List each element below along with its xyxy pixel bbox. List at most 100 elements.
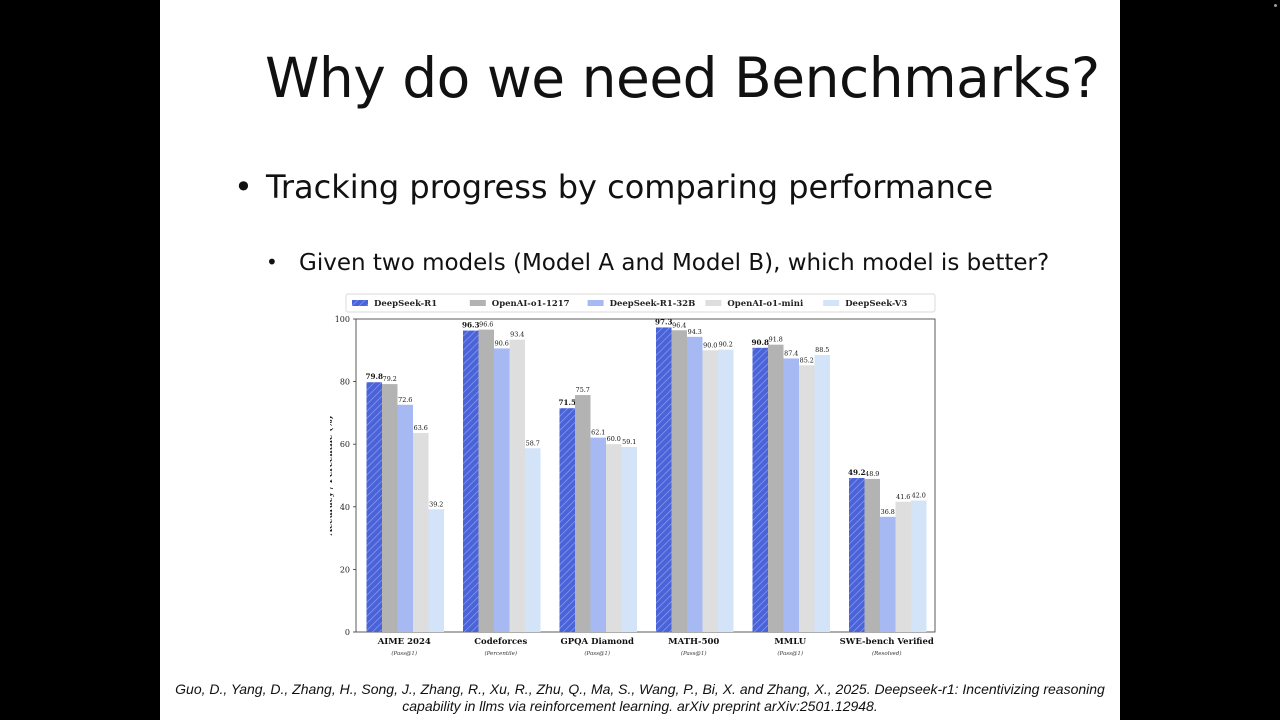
- bullet-text: Given two models (Model A and Model B), …: [299, 250, 1050, 276]
- x-category-sublabel: (Resolved): [872, 650, 901, 657]
- citation-line-1: Guo, D., Yang, D., Zhang, H., Song, J., …: [175, 681, 1105, 697]
- bar: [559, 408, 575, 632]
- bar-value-label: 39.2: [429, 500, 443, 508]
- bar-value-label: 91.8: [769, 336, 783, 344]
- bar-value-label: 85.2: [800, 356, 814, 364]
- bar: [525, 448, 541, 632]
- bar-value-label: 71.5: [558, 398, 576, 407]
- citation-line-2: capability in llms via reinforcement lea…: [402, 698, 878, 714]
- bar: [494, 348, 510, 632]
- legend-swatch: [587, 300, 604, 306]
- bar-value-label: 36.8: [881, 508, 895, 516]
- bar-value-label: 96.4: [672, 321, 686, 329]
- bar-value-label: 96.3: [462, 321, 480, 330]
- bar-value-label: 94.3: [688, 328, 702, 336]
- bar: [413, 432, 429, 632]
- y-tick-label: 60: [340, 440, 350, 449]
- bar: [895, 501, 911, 632]
- plot-frame: [355, 318, 936, 633]
- bar: [366, 382, 382, 632]
- legend-swatch: [705, 300, 722, 306]
- bar: [590, 437, 606, 632]
- bar: [799, 365, 815, 632]
- bar: [382, 384, 398, 632]
- x-category-label: MMLU: [774, 637, 806, 647]
- bar-value-label: 97.3: [655, 317, 673, 326]
- y-tick-label: 80: [340, 378, 350, 387]
- bar: [621, 447, 637, 632]
- bar: [911, 500, 927, 632]
- bar-value-label: 79.2: [383, 375, 397, 383]
- bar: [768, 344, 784, 632]
- y-axis-label: Accuracy / Percentile (%): [330, 416, 335, 537]
- bullet-dot: •: [234, 168, 253, 206]
- bar: [509, 339, 525, 632]
- legend-swatch: [823, 300, 840, 306]
- bar-value-label: 48.9: [865, 470, 879, 478]
- x-category-sublabel: (Percentile): [485, 650, 518, 657]
- bar-value-label: 72.6: [398, 396, 412, 404]
- bar-value-label: 60.0: [607, 435, 621, 443]
- bar-value-label: 63.6: [414, 424, 428, 432]
- bar-value-label: 58.7: [526, 439, 540, 447]
- legend-box: [345, 293, 936, 313]
- x-category-sublabel: (Pass@1): [584, 650, 610, 657]
- bar: [656, 327, 672, 632]
- bar: [606, 444, 622, 632]
- bar-value-label: 49.2: [848, 468, 866, 477]
- legend-label: OpenAI-o1-mini: [727, 299, 804, 309]
- x-category-label: Codeforces: [474, 637, 527, 647]
- bar-value-label: 62.1: [591, 429, 605, 437]
- bar: [671, 330, 687, 632]
- bar-value-label: 87.4: [784, 349, 798, 357]
- bar-value-label: 88.5: [815, 346, 829, 354]
- bar-value-label: 90.8: [751, 338, 769, 347]
- bar: [814, 354, 830, 632]
- y-tick-label: 0: [345, 628, 350, 637]
- legend-label: OpenAI-o1-1217: [492, 299, 570, 309]
- bar: [428, 509, 444, 632]
- bar-value-label: 96.6: [479, 321, 493, 329]
- bar-value-label: 93.4: [510, 331, 524, 339]
- y-tick-label: 20: [340, 565, 350, 574]
- corner-dot: [1274, 4, 1277, 7]
- bar: [397, 404, 413, 632]
- x-category-sublabel: (Pass@1): [777, 650, 803, 657]
- bar: [752, 347, 768, 632]
- x-category-label: GPQA Diamond: [560, 637, 634, 647]
- bar: [880, 516, 896, 632]
- bar: [849, 478, 865, 632]
- bar-value-label: 75.7: [576, 386, 590, 394]
- y-tick-label: 100: [335, 315, 350, 324]
- citation: Guo, D., Yang, D., Zhang, H., Song, J., …: [160, 681, 1120, 715]
- bar-value-label: 59.1: [622, 438, 636, 446]
- bar-value-label: 79.8: [365, 372, 383, 381]
- chart-svg: 0 20 40 60 80 100 Accuracy / Percentile (%) 79.…: [324, 293, 936, 657]
- bullet-text: Tracking progress by comparing performan…: [266, 168, 994, 206]
- slide-title: Why do we need Benchmarks?: [265, 46, 1100, 110]
- slide: Why do we need Benchmarks? • Tracking pr…: [160, 0, 1120, 720]
- bar: [702, 350, 718, 632]
- x-category-sublabel: (Pass@1): [681, 650, 707, 657]
- x-category-sublabel: (Pass@1): [391, 650, 417, 657]
- bar: [478, 329, 494, 632]
- bar: [575, 395, 591, 632]
- bar: [783, 358, 799, 632]
- bar-value-label: 90.0: [703, 341, 717, 349]
- bar: [463, 330, 479, 632]
- legend-swatch: [469, 300, 486, 306]
- x-category-label: AIME 2024: [377, 637, 431, 647]
- x-category-label: MATH-500: [668, 637, 719, 647]
- bar: [718, 349, 734, 632]
- bar-chart: 0 20 40 60 80 100 Accuracy / Percentile (%) 79.…: [324, 292, 950, 662]
- bar-value-label: 41.6: [896, 493, 910, 501]
- y-tick-label: 40: [340, 503, 350, 512]
- legend-swatch: [352, 300, 368, 306]
- bar: [864, 478, 880, 632]
- legend-label: DeepSeek-V3: [845, 299, 907, 309]
- bar-value-label: 90.6: [495, 339, 509, 347]
- bar: [687, 336, 703, 632]
- bar-value-label: 42.0: [912, 492, 926, 500]
- bullet-dot: •: [266, 250, 278, 274]
- legend-label: DeepSeek-R1: [374, 299, 437, 309]
